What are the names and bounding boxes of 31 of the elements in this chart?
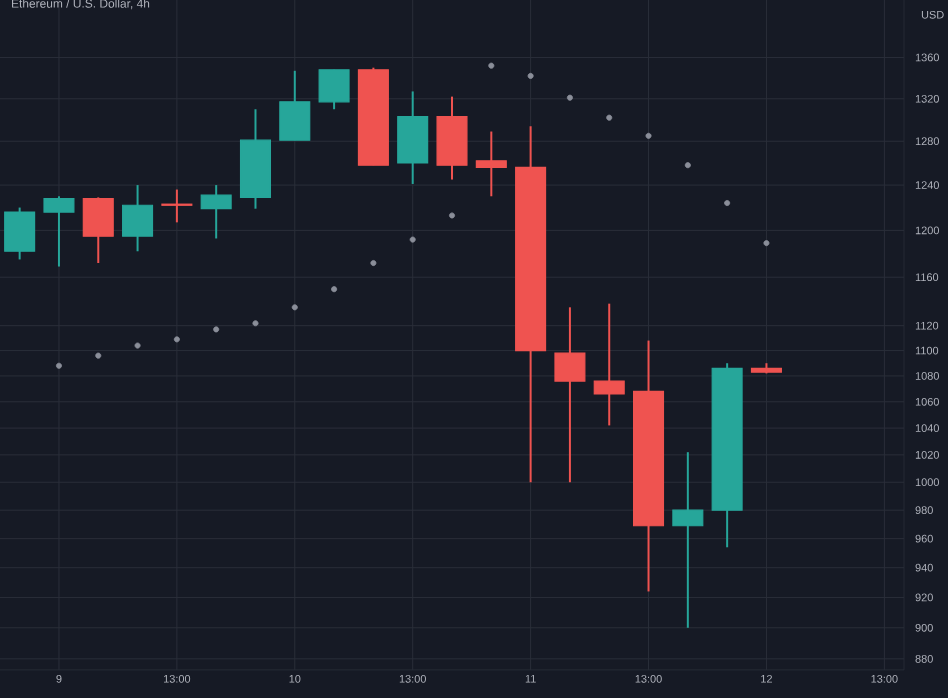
point: [55, 362, 62, 369]
point: [370, 260, 377, 267]
candlestick: [318, 68, 350, 111]
candlestick: [43, 195, 75, 268]
point: [645, 132, 652, 139]
point: [763, 240, 770, 247]
candlestick: [122, 184, 154, 253]
point: [291, 304, 298, 311]
candlestick: [593, 302, 625, 427]
candlestick: [82, 196, 114, 265]
candlestick: [397, 90, 429, 185]
point: [252, 320, 259, 327]
point: [331, 286, 338, 293]
point: [724, 200, 731, 207]
point: [213, 326, 220, 333]
candlestick: [4, 206, 36, 261]
point: [173, 336, 180, 343]
candlestick: [200, 184, 232, 240]
candlestick: [672, 451, 704, 629]
point: [95, 352, 102, 359]
point: [409, 236, 416, 243]
point: [527, 72, 534, 79]
point: [606, 114, 613, 121]
candlestick: [279, 69, 311, 142]
candlestick: [554, 306, 586, 484]
point: [566, 94, 573, 101]
point: [684, 162, 691, 169]
point: [449, 212, 455, 219]
candlestick: [475, 130, 507, 198]
point: [134, 342, 141, 349]
point: [488, 62, 495, 69]
